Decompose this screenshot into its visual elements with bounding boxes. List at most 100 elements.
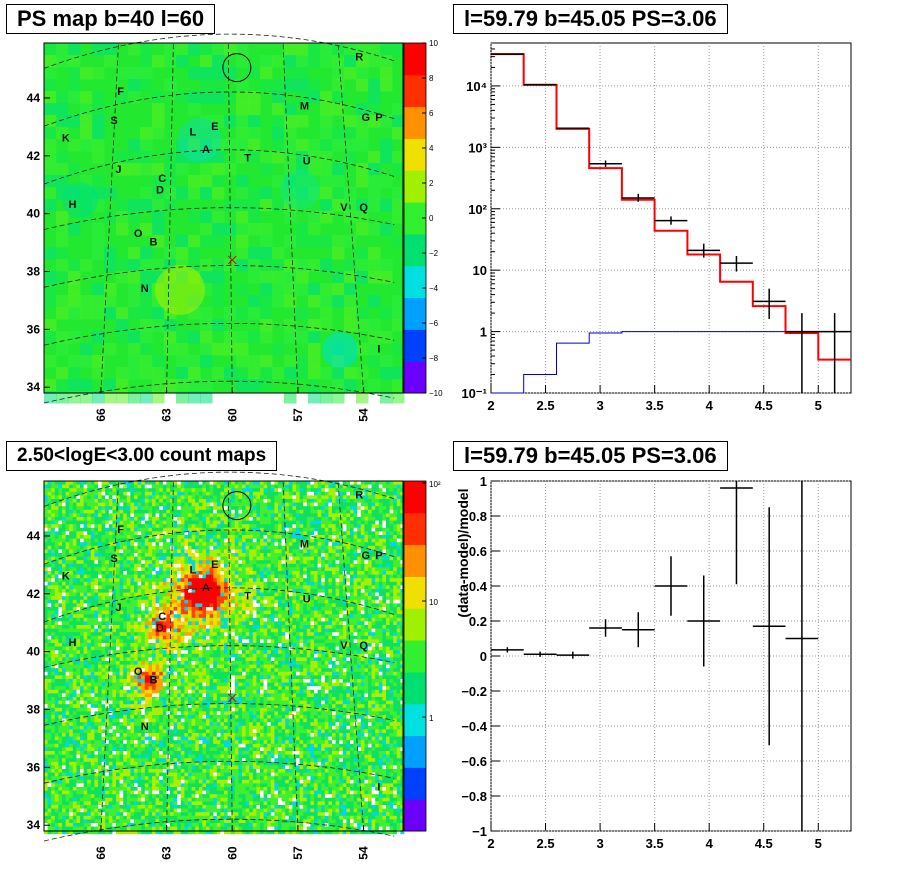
map-pixel [260,567,264,571]
map-pixel [195,611,199,615]
map-pixel [195,607,199,611]
map-pixel [357,517,361,521]
map-pixel [356,79,369,92]
map-pixel [242,524,246,528]
map-pixel [130,513,134,517]
map-pixel [174,499,178,503]
map-pixel [62,503,66,507]
map-pixel [256,632,260,636]
map-pixel [332,621,336,625]
map-pixels [44,481,404,834]
map-pixel [264,578,268,582]
map-pixel [310,492,314,496]
map-pixel [289,557,293,561]
map-pixel [170,521,174,525]
map-pixel [116,585,120,589]
map-pixel [69,485,73,489]
map-pixel [372,621,376,625]
map-pixel [292,582,296,586]
map-pixel [224,585,228,589]
map-pixel [357,618,361,622]
map-pixel [73,596,77,600]
map-pixel [274,582,278,586]
map-pixel [364,593,368,597]
map-pixel [321,600,325,604]
map-pixel [220,567,224,571]
map-pixel [206,503,210,507]
map-pixel [256,621,260,625]
map-pixel [152,485,156,489]
map-pixel [195,614,199,618]
map-pixel [91,571,95,575]
map-pixel [76,485,80,489]
map-pixel [145,564,149,568]
map-pixel [303,575,307,579]
map-pixel [130,521,134,525]
map-pixel [177,481,181,485]
map-pixel [84,499,88,503]
map-pixel [184,611,188,615]
map-pixel [123,607,127,611]
map-pixel [303,607,307,611]
map-pixel [228,557,232,561]
map-pixel [44,355,57,368]
map-pixel [271,575,275,579]
map-pixel [44,578,48,582]
map-pixel [91,481,95,485]
map-pixel [98,485,102,489]
map-pixel [55,513,59,517]
map-pixel [66,603,70,607]
map-pixel [307,553,311,557]
map-pixel [382,567,386,571]
map-pixel [181,535,185,539]
map-pixel [350,517,354,521]
map-pixel [69,582,73,586]
map-pixel [176,91,189,104]
map-pixel [238,485,242,489]
map-pixel [361,513,365,517]
map-pixel [274,621,278,625]
map-pixel [224,163,237,176]
map-pixel [220,593,224,597]
map-pixel [296,585,300,589]
map-pixel [339,621,343,625]
map-pixel [364,542,368,546]
map-pixel [76,517,80,521]
map-pixel [249,495,253,499]
map-pixel [199,524,203,528]
map-pixel [282,542,286,546]
map-pixel [105,503,109,507]
map-pixel [267,593,271,597]
map-pixel [248,259,261,272]
map-pixel [48,614,52,618]
map-pixel [141,539,145,543]
map-pixel [332,571,336,575]
map-pixel [206,481,210,485]
map-pixel [84,560,88,564]
map-pixel [69,549,73,553]
map-pixel [130,517,134,521]
map-pixel [235,607,239,611]
map-pixel [130,546,134,550]
map-pixel [177,517,181,521]
map-pixel [76,535,80,539]
map-pixel [336,621,340,625]
map-pixel [224,567,228,571]
map-pixel [51,553,55,557]
map-pixel [87,485,91,489]
map-pixel [123,488,127,492]
map-pixel [192,553,196,557]
map-pixel [246,629,250,633]
map-pixel [285,553,289,557]
map-pixel [224,621,228,625]
map-pixel [368,571,372,575]
map-pixel [264,560,268,564]
map-pixel [339,618,343,622]
map-pixel [278,567,282,571]
map-pixel [350,585,354,589]
map-pixel [48,557,52,561]
map-pixel [296,553,300,557]
map-pixel [141,546,145,550]
map-pixel [210,585,214,589]
map-pixel [264,632,268,636]
